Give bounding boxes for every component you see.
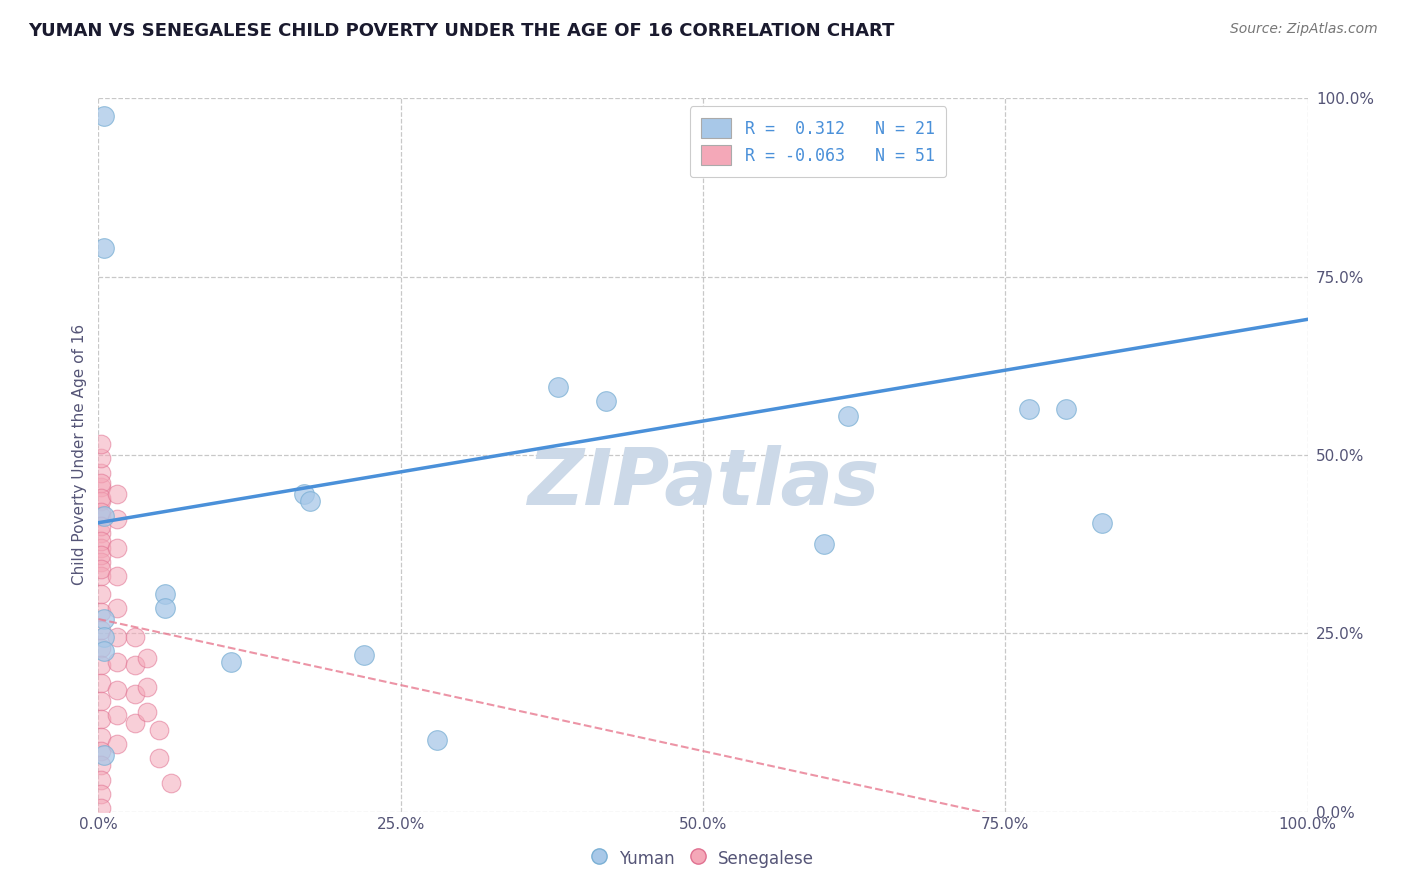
Point	[837, 409, 859, 423]
Point	[90, 787, 112, 801]
Point	[90, 533, 112, 548]
Point	[105, 601, 128, 615]
Point	[90, 451, 112, 466]
Point	[1054, 401, 1077, 416]
Point	[105, 541, 128, 555]
Point	[148, 723, 170, 737]
Point	[90, 476, 112, 491]
Point	[93, 612, 115, 626]
Point	[90, 744, 112, 758]
Point	[90, 694, 112, 708]
Point	[124, 687, 146, 701]
Point	[90, 712, 112, 726]
Point	[90, 491, 112, 505]
Point	[90, 466, 112, 480]
Point	[90, 658, 112, 673]
Point	[93, 109, 115, 123]
Point	[135, 680, 157, 694]
Point	[353, 648, 375, 662]
Point	[90, 548, 112, 562]
Y-axis label: Child Poverty Under the Age of 16: Child Poverty Under the Age of 16	[72, 325, 87, 585]
Point	[148, 751, 170, 765]
Point	[105, 487, 128, 501]
Point	[813, 537, 835, 551]
Point	[105, 683, 128, 698]
Point	[90, 569, 112, 583]
Point	[90, 623, 112, 637]
Text: Source: ZipAtlas.com: Source: ZipAtlas.com	[1230, 22, 1378, 37]
Point	[299, 494, 322, 508]
Point	[93, 630, 115, 644]
Point	[153, 601, 176, 615]
Text: YUMAN VS SENEGALESE CHILD POVERTY UNDER THE AGE OF 16 CORRELATION CHART: YUMAN VS SENEGALESE CHILD POVERTY UNDER …	[28, 22, 894, 40]
Point	[90, 526, 112, 541]
Point	[93, 508, 115, 523]
Point	[153, 587, 176, 601]
Point	[595, 394, 617, 409]
Point	[93, 241, 115, 255]
Point	[90, 541, 112, 555]
Point	[292, 487, 315, 501]
Point	[1091, 516, 1114, 530]
Point	[547, 380, 569, 394]
Point	[160, 776, 183, 790]
Point	[105, 569, 128, 583]
Point	[90, 480, 112, 494]
Point	[90, 801, 112, 815]
Point	[93, 644, 115, 658]
Text: ZIPatlas: ZIPatlas	[527, 445, 879, 522]
Point	[124, 715, 146, 730]
Point	[90, 730, 112, 744]
Point	[90, 640, 112, 655]
Point	[90, 605, 112, 619]
Point	[426, 733, 449, 747]
Point	[90, 437, 112, 451]
Point	[90, 676, 112, 690]
Point	[90, 505, 112, 519]
Point	[105, 630, 128, 644]
Point	[124, 658, 146, 673]
Point	[90, 519, 112, 533]
Point	[93, 747, 115, 762]
Point	[105, 512, 128, 526]
Point	[105, 655, 128, 669]
Point	[90, 772, 112, 787]
Point	[90, 508, 112, 523]
Point	[1018, 401, 1040, 416]
Point	[105, 708, 128, 723]
Point	[135, 705, 157, 719]
Point	[90, 587, 112, 601]
Legend: Yuman, Senegalese: Yuman, Senegalese	[585, 842, 821, 875]
Point	[90, 555, 112, 569]
Point	[90, 562, 112, 576]
Point	[135, 651, 157, 665]
Point	[105, 737, 128, 751]
Point	[124, 630, 146, 644]
Point	[90, 494, 112, 508]
Point	[221, 655, 243, 669]
Point	[90, 758, 112, 772]
